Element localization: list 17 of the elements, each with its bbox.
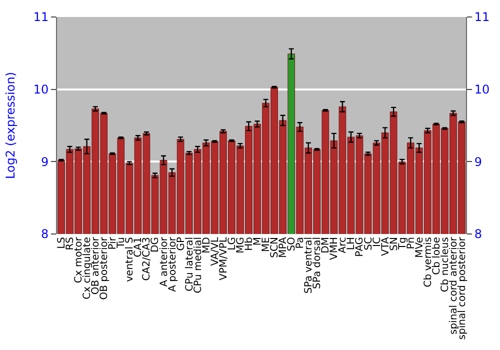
y-tick-label: 10	[33, 82, 49, 97]
x-tick-label: A posterior	[167, 236, 178, 292]
y-tick-label: 8	[40, 227, 49, 242]
x-tick-label: DG	[150, 237, 162, 252]
y2-tick-label: 11	[474, 10, 490, 24]
y2-tick-label: 10	[474, 82, 490, 97]
x-tick-label: OB posterior	[99, 236, 110, 300]
x-tick-label: MVe	[414, 237, 426, 258]
x-tick-label: Cb lobe	[431, 237, 442, 275]
y2-tick-label: 8	[474, 227, 482, 242]
y-tick-label: 9	[40, 154, 49, 169]
x-tick-label: spinal cord posterior	[456, 236, 468, 340]
y-tick-label: 11	[33, 10, 49, 24]
y-axis-title: Log2 (expression)	[4, 72, 18, 179]
x-tick-label: GP	[176, 237, 187, 251]
x-tick-label: Tg	[397, 237, 408, 250]
y2-tick-label: 9	[474, 154, 482, 169]
